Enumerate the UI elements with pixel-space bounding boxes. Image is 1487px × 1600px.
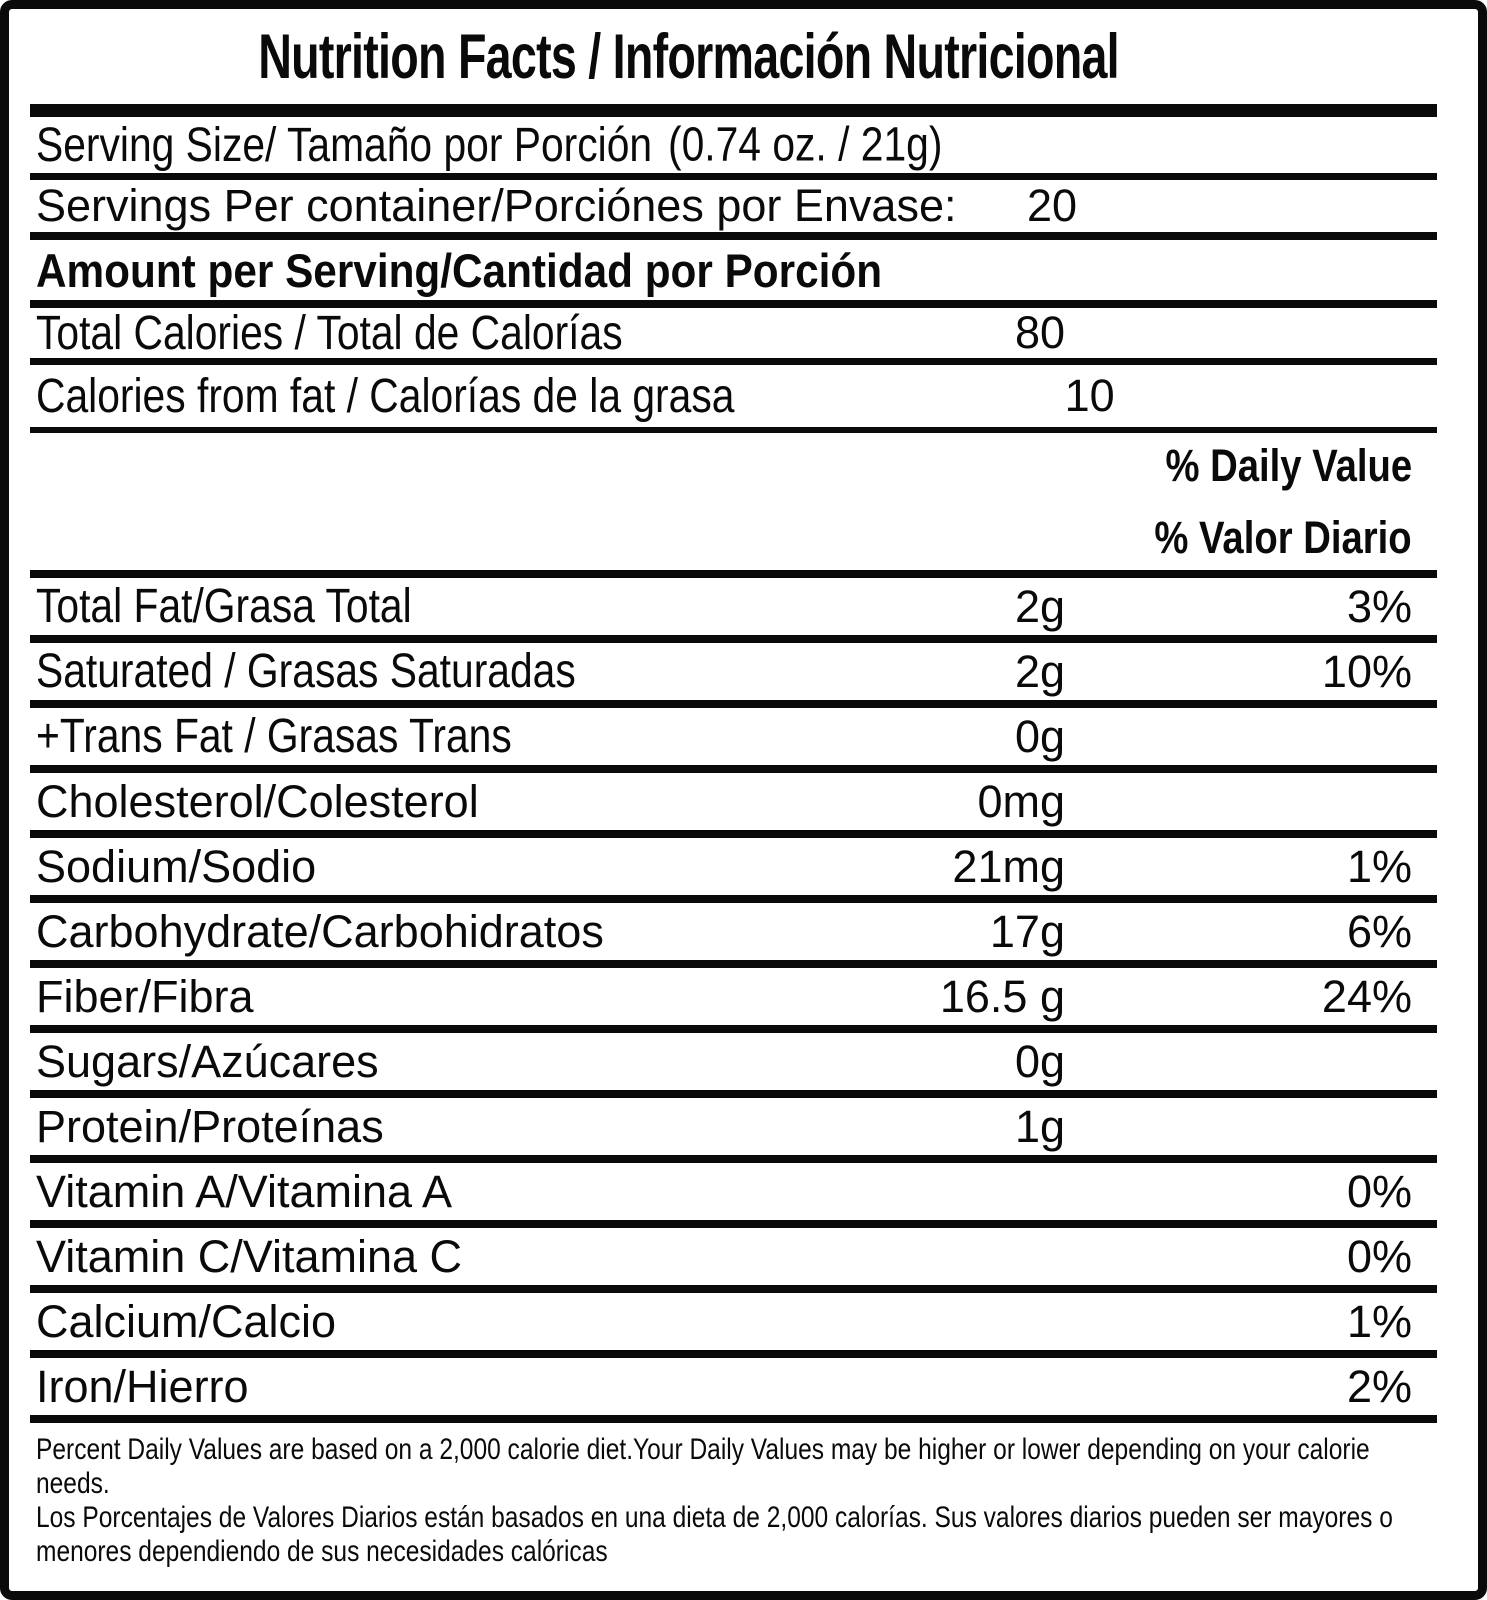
total-calories-label-cell: Total Calories / Total de Calorías <box>36 306 765 361</box>
serving-size-label: Serving Size/ Tamaño por Porción <box>36 118 653 172</box>
nutrient-label: Sodium/Sodio <box>36 840 317 892</box>
footnote: Percent Daily Values are based on a 2,00… <box>30 1423 1437 1569</box>
calories-from-fat-row: Calories from fat / Calorías de la grasa… <box>30 365 1437 433</box>
nutrient-label-cell: Saturated / Grasas Saturadas <box>36 644 765 699</box>
footnote-text: Percent Daily Values are based on a 2,00… <box>36 1433 1443 1569</box>
nutrient-label: Cholesterol/Colesterol <box>36 775 479 827</box>
title-divider-bar <box>30 104 1437 117</box>
nutrient-label-cell: +Trans Fat / Grasas Trans <box>36 709 765 764</box>
nutrient-value: 0g <box>1014 710 1065 762</box>
nutrient-row-total-fat: Total Fat/Grasa Total 2g 3% <box>30 578 1437 643</box>
nutrient-row-sugars: Sugars/Azúcares 0g <box>30 1033 1437 1098</box>
nutrient-value: 1g <box>1014 1100 1065 1152</box>
nutrient-row-trans-fat: +Trans Fat / Grasas Trans 0g <box>30 708 1437 773</box>
nutrient-row-carbohydrate: Carbohydrate/Carbohidratos 17g 6% <box>30 903 1437 968</box>
total-calories-label: Total Calories / Total de Calorías <box>36 306 623 360</box>
nutrient-value: 2g <box>1014 580 1065 632</box>
nutrient-row-calcium: Calcium/Calcio 1% <box>30 1293 1437 1358</box>
label-title-row: Nutrition Facts / Información Nutriciona… <box>30 9 1437 104</box>
servings-per-container-value: 20 <box>1027 180 1078 231</box>
amount-per-serving-header-cell: Amount per Serving/Cantidad por Porción <box>36 243 1437 298</box>
nutrient-dv: 2% <box>1346 1360 1412 1412</box>
nutrient-label: Vitamin C/Vitamina C <box>36 1230 463 1282</box>
calories-from-fat-label: Calories from fat / Calorías de la grasa <box>36 369 735 423</box>
daily-value-header-block: % Daily Value % Valor Diario <box>30 433 1437 578</box>
servings-per-container-label: Servings Per container/Porciónes por Env… <box>36 180 957 231</box>
daily-value-header-es: % Valor Diario <box>1154 511 1412 563</box>
nutrient-label: Protein/Proteínas <box>36 1100 384 1152</box>
nutrient-label: Iron/Hierro <box>36 1360 249 1412</box>
amount-per-serving-header-row: Amount per Serving/Cantidad por Porción <box>30 240 1437 308</box>
nutrient-dv: 24% <box>1321 970 1412 1022</box>
nutrient-row-vitamin-c: Vitamin C/Vitamina C 0% <box>30 1228 1437 1293</box>
servings-per-container-row: Servings Per container/Porciónes por Env… <box>30 180 1437 240</box>
total-calories-value: 80 <box>1014 307 1065 358</box>
daily-value-header-en: % Daily Value <box>1165 439 1412 491</box>
nutrient-value: 17g <box>989 905 1065 957</box>
nutrient-value: 21mg <box>952 840 1065 892</box>
label-title: Nutrition Facts / Información Nutriciona… <box>258 21 1119 92</box>
nutrient-label: Total Fat/Grasa Total <box>36 580 412 633</box>
nutrient-row-vitamin-a: Vitamin A/Vitamina A 0% <box>30 1163 1437 1228</box>
nutrient-dv: 0% <box>1346 1230 1412 1282</box>
nutrient-value: 0g <box>1014 1035 1065 1087</box>
serving-size-value: (0.74 oz. / 21g) <box>668 118 943 172</box>
nutrient-value: 16.5 g <box>939 970 1065 1022</box>
nutrient-label: Vitamin A/Vitamina A <box>36 1165 453 1217</box>
nutrient-label: Sugars/Azúcares <box>36 1035 379 1087</box>
nutrient-dv: 6% <box>1346 905 1412 957</box>
nutrient-dv: 1% <box>1346 840 1412 892</box>
footnote-english: Percent Daily Values are based on a 2,00… <box>36 1433 1370 1500</box>
nutrient-row-fiber: Fiber/Fibra 16.5 g 24% <box>30 968 1437 1033</box>
total-calories-row: Total Calories / Total de Calorías 80 <box>30 306 1437 365</box>
nutrient-value: 0mg <box>977 775 1065 827</box>
nutrient-value: 2g <box>1014 645 1065 697</box>
nutrient-dv: 0% <box>1346 1165 1412 1217</box>
nutrient-dv: 10% <box>1321 645 1412 697</box>
serving-size-row: Serving Size/ Tamaño por Porción (0.74 o… <box>30 117 1437 180</box>
nutrient-label: Saturated / Grasas Saturadas <box>36 645 576 698</box>
nutrient-label: +Trans Fat / Grasas Trans <box>36 710 512 763</box>
amount-per-serving-header: Amount per Serving/Cantidad por Porción <box>36 243 883 297</box>
nutrient-label-cell: Total Fat/Grasa Total <box>36 579 765 634</box>
nutrient-row-cholesterol: Cholesterol/Colesterol 0mg <box>30 773 1437 838</box>
calories-from-fat-value: 10 <box>1064 370 1115 421</box>
nutrient-row-iron: Iron/Hierro 2% <box>30 1358 1437 1423</box>
nutrient-row-saturated-fat: Saturated / Grasas Saturadas 2g 10% <box>30 643 1437 708</box>
nutrient-row-sodium: Sodium/Sodio 21mg 1% <box>30 838 1437 903</box>
nutrient-row-protein: Protein/Proteínas 1g <box>30 1098 1437 1163</box>
nutrient-dv: 1% <box>1346 1295 1412 1347</box>
nutrient-label: Fiber/Fibra <box>36 970 254 1022</box>
nutrient-label: Carbohydrate/Carbohidratos <box>36 905 604 957</box>
nutrient-label: Calcium/Calcio <box>36 1295 337 1347</box>
calories-from-fat-label-cell: Calories from fat / Calorías de la grasa <box>36 369 858 424</box>
nutrient-dv: 3% <box>1346 580 1412 632</box>
serving-size-label-cell: Serving Size/ Tamaño por Porción <box>36 118 1437 173</box>
footnote-spanish: Los Porcentajes de Valores Diarios están… <box>36 1501 1393 1568</box>
